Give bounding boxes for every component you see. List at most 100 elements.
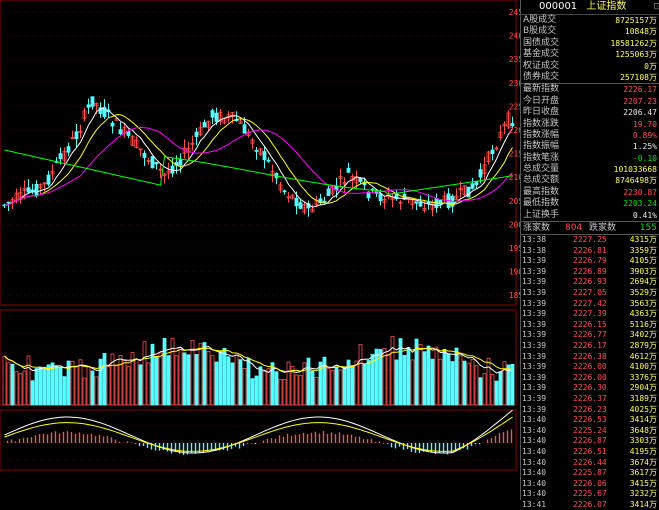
- tick-row[interactable]: 13:40 2225.87 3617万: [521, 468, 659, 479]
- candle-body: [162, 173, 167, 176]
- index-stat-row-label: 最高指数: [523, 186, 560, 197]
- tick-time: 13:39: [522, 319, 547, 329]
- index-stat-row: 昨日收盘 2206.47: [521, 107, 659, 118]
- volume-bar: [386, 354, 391, 406]
- macd-line: [4, 416, 513, 452]
- volume-bar: [390, 336, 395, 406]
- volume-bar: [174, 355, 179, 406]
- candle-body: [266, 159, 271, 162]
- price-tick-label: 2350: [509, 55, 520, 64]
- candle-body: [482, 164, 487, 175]
- candle-body: [50, 170, 55, 175]
- turnover-row-label: 债券成交: [523, 71, 560, 82]
- candle-body: [478, 169, 483, 178]
- candle-body: [94, 102, 99, 106]
- volume-bar: [98, 358, 103, 406]
- volume-bar: [2, 355, 7, 406]
- tick-row[interactable]: 13:39 2227.42 3563万: [521, 299, 659, 310]
- candle-body: [86, 104, 91, 108]
- index-code: 000001: [539, 1, 578, 12]
- index-stat-row-value: -0.10: [632, 153, 657, 163]
- volume-bar: [50, 362, 55, 406]
- tick-time: 13:39: [522, 256, 547, 266]
- index-stat-row-label: 指数涨幅: [523, 129, 560, 140]
- tick-row[interactable]: 13:38 2226.81 3359万: [521, 246, 659, 257]
- tick-row[interactable]: 13:38 2227.25 4315万: [521, 235, 659, 246]
- candle-body: [258, 148, 263, 155]
- tick-volume: 3303万: [629, 436, 657, 446]
- down-count: 155: [639, 223, 657, 234]
- candle-body: [346, 167, 351, 173]
- turnover-row-value: 1255063万: [615, 50, 657, 60]
- volume-bar: [246, 358, 251, 406]
- tick-price: 2226.30: [573, 383, 607, 393]
- tick-row[interactable]: 13:40 2225.67 3232万: [521, 489, 659, 500]
- tick-row[interactable]: 13:39 2226.37 3189万: [521, 394, 659, 405]
- volume-bar: [314, 376, 319, 406]
- kline-chart-area[interactable]: 2450 2400 2350 2300 2250 2200 2150 2100 2050 2000…: [0, 0, 520, 500]
- volume-bar: [6, 362, 11, 406]
- volume-bar: [122, 359, 127, 406]
- volume-bar: [326, 368, 331, 406]
- volume-bar: [506, 364, 511, 406]
- tick-volume: 4105万: [629, 256, 657, 266]
- tick-volume: 5116万: [629, 319, 657, 329]
- candle-body: [18, 191, 23, 200]
- tick-row[interactable]: 13:39 2227.05 3529万: [521, 288, 659, 299]
- tick-row[interactable]: 13:39 2226.77 3402万: [521, 330, 659, 341]
- x-icon[interactable]: ⊡: [653, 2, 659, 12]
- tick-price: 2227.42: [573, 298, 607, 308]
- candle-body: [366, 191, 371, 199]
- tick-row[interactable]: 13:39 2226.00 4100万: [521, 362, 659, 373]
- tick-time: 13:39: [522, 404, 547, 414]
- volume-bar: [474, 365, 479, 406]
- candle-body: [302, 204, 307, 213]
- tick-row[interactable]: 13:39 2226.89 3903万: [521, 267, 659, 278]
- candle-body: [66, 146, 71, 153]
- tick-list[interactable]: 13:38 2227.25 4315万 13:38 2226.81 3359万 13:39 2…: [521, 235, 659, 510]
- price-tick-label: 2250: [509, 102, 520, 111]
- candle-body: [486, 151, 491, 163]
- tick-volume: 3402万: [629, 330, 657, 340]
- tick-row[interactable]: 13:40 2226.87 3303万: [521, 436, 659, 447]
- tick-row[interactable]: 13:39 2226.15 5116万: [521, 320, 659, 331]
- candle-body: [422, 207, 427, 212]
- volume-bar: [138, 364, 143, 406]
- tick-row[interactable]: 13:41 2226.07 3414万: [521, 500, 659, 510]
- candle-body: [14, 192, 19, 202]
- tick-volume: 4195万: [629, 446, 657, 456]
- volume-bar: [378, 349, 383, 406]
- price-tick-label: 2100: [509, 173, 520, 182]
- tick-row[interactable]: 13:40 2226.06 3415万: [521, 479, 659, 490]
- tick-row[interactable]: 13:40 2226.53 3414万: [521, 415, 659, 426]
- tick-row[interactable]: 13:40 2225.24 3648万: [521, 426, 659, 437]
- index-stat-row-value: 0.89%: [632, 130, 657, 140]
- volume-bar: [286, 361, 291, 406]
- tick-row[interactable]: 13:39 2226.23 4025万: [521, 405, 659, 416]
- tick-row[interactable]: 13:39 2226.79 4105万: [521, 256, 659, 267]
- volume-bar: [154, 356, 159, 406]
- volume-bar: [42, 366, 47, 406]
- volume-bar: [398, 338, 403, 406]
- volume-bar: [442, 348, 447, 406]
- tick-row[interactable]: 13:39 2226.38 4612万: [521, 352, 659, 363]
- tick-row[interactable]: 13:39 2227.39 4363万: [521, 309, 659, 320]
- price-tick-label: 1900: [509, 268, 520, 277]
- volume-bar: [278, 378, 283, 406]
- volume-bar: [394, 359, 399, 406]
- kline-chart[interactable]: 2450 2400 2350 2300 2250 2200 2150 2100 2050 2000…: [0, 0, 520, 500]
- volume-bar: [478, 377, 483, 406]
- volume-bar: [418, 344, 423, 406]
- tick-row[interactable]: 13:39 2226.93 2694万: [521, 277, 659, 288]
- candle-body: [294, 197, 299, 207]
- volume-bar: [402, 354, 407, 406]
- volume-bar: [70, 360, 75, 406]
- tick-row[interactable]: 13:39 2226.30 2904万: [521, 383, 659, 394]
- tick-row[interactable]: 13:40 2226.44 3674万: [521, 458, 659, 469]
- candle-body: [102, 106, 107, 118]
- volume-bar: [30, 380, 35, 406]
- tick-row[interactable]: 13:40 2226.51 4195万: [521, 447, 659, 458]
- tick-row[interactable]: 13:39 2226.17 2879万: [521, 341, 659, 352]
- tick-row[interactable]: 13:39 2226.00 3376万: [521, 373, 659, 384]
- turnover-row-label: 基金成交: [523, 49, 560, 60]
